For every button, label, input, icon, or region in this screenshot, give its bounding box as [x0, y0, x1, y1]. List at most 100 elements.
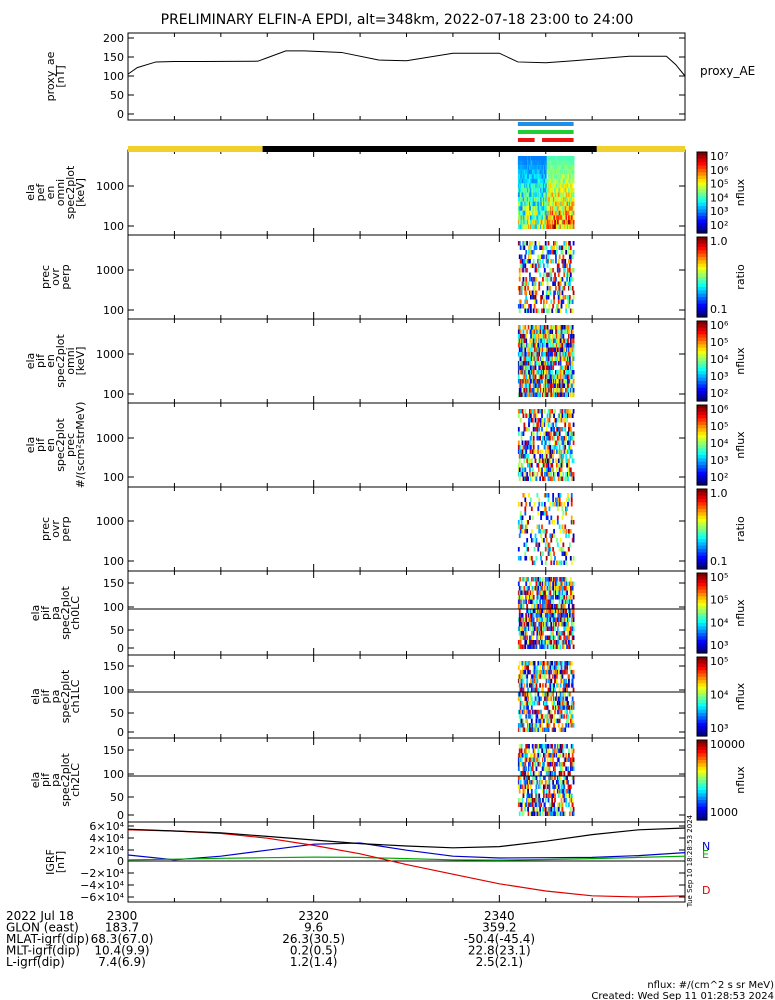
spectrogram-cell	[544, 160, 547, 166]
spectrogram-cell	[552, 793, 555, 798]
spectrogram-cell	[525, 581, 528, 586]
panel-label-line: prec	[39, 265, 52, 289]
spectrogram-cell	[547, 392, 550, 397]
spectrogram-cell	[551, 793, 554, 798]
spectrogram-cell	[520, 210, 523, 216]
colorbar-label: 10⁵	[710, 655, 728, 668]
spectrogram-cell	[535, 156, 538, 161]
spectrogram-cell	[558, 174, 561, 179]
spectrogram-cell	[569, 299, 572, 304]
spectrogram-cell	[565, 165, 568, 170]
spectrogram-cell	[529, 678, 532, 684]
spectrogram-cell	[559, 766, 562, 771]
spectrogram-cell	[568, 219, 570, 225]
spectrogram-cell	[562, 174, 565, 179]
spectrogram-cell	[529, 599, 532, 604]
igrf-legend-D: D	[702, 884, 710, 897]
spectrogram-cell	[555, 187, 557, 193]
spectrogram-cell	[522, 577, 525, 582]
spectrogram-cell	[548, 338, 551, 343]
colorbar-swatch	[697, 199, 707, 204]
colorbar-swatch	[697, 182, 707, 187]
spectrogram-cell	[545, 590, 548, 595]
spectrogram-cell	[544, 674, 547, 679]
spectrogram-cell	[542, 299, 545, 304]
spectrogram-cell	[542, 183, 545, 188]
colorbar-swatch	[697, 377, 707, 382]
spectrogram-cell	[551, 215, 554, 220]
spectrogram-cell	[543, 169, 546, 175]
spectrogram-cell	[570, 334, 573, 339]
spectrogram-cell	[543, 604, 546, 609]
spectrogram-cell	[569, 661, 572, 666]
spectrogram-cell	[565, 370, 568, 375]
spectrogram-cell	[525, 631, 528, 636]
colorbar-swatch	[697, 712, 707, 717]
spectrogram-cell	[524, 356, 527, 361]
spectrogram-cell	[548, 383, 551, 388]
spectrogram-cell	[529, 467, 531, 472]
spectrogram-cell	[520, 165, 523, 170]
spectrogram-cell	[546, 156, 549, 161]
spectrogram-cell	[551, 409, 554, 414]
spectrogram-cell	[557, 502, 560, 507]
spectrogram-cell	[554, 210, 556, 216]
spectrogram-cell	[568, 160, 571, 166]
spectrogram-cell	[523, 669, 526, 675]
spectrogram-cell	[551, 174, 554, 179]
spectrogram-cell	[531, 224, 534, 229]
xaxis-row-value: 2.5(2.1)	[476, 955, 524, 969]
spectrogram-cell	[568, 201, 570, 207]
spectrogram-cell	[557, 192, 560, 198]
spectrogram-cell	[542, 757, 544, 762]
colorbar-swatch	[697, 666, 707, 671]
spectrogram-cell	[541, 727, 543, 732]
spectrogram-cell	[542, 807, 545, 812]
spectrogram-cell	[567, 210, 569, 216]
spectrogram-cell	[529, 219, 531, 225]
spectrogram-cell	[535, 678, 538, 684]
spectrogram-cell	[522, 277, 525, 282]
state-bar-sun	[128, 146, 263, 152]
spectrogram-cell	[517, 626, 520, 631]
spectrogram-cell	[572, 687, 575, 693]
spectrogram-cell	[528, 370, 530, 375]
colorbar-swatch	[697, 535, 707, 540]
spectrogram-cell	[518, 325, 521, 330]
spectrogram-cell	[564, 281, 567, 286]
spectrogram-cell	[531, 338, 534, 343]
spectrogram-cell	[529, 476, 532, 481]
spectrogram-cell	[548, 547, 551, 552]
spectrogram-cell	[538, 215, 541, 220]
spectrogram-cell	[554, 272, 556, 277]
spectrogram-cell	[555, 581, 558, 586]
spectrogram-cell	[535, 608, 538, 613]
spectrogram-cell	[569, 165, 572, 170]
spectrogram-cell	[541, 581, 543, 586]
spectrogram-cell	[524, 165, 527, 170]
spectrogram-cell	[556, 753, 559, 758]
spectrogram-cell	[519, 383, 522, 388]
spectrogram-cell	[525, 192, 528, 198]
spectrogram-cell	[563, 626, 566, 631]
spectrogram-cell	[525, 187, 528, 193]
spectrogram-cell	[531, 418, 534, 423]
spectrogram-cell	[541, 422, 543, 427]
spectrogram-cell	[536, 370, 539, 375]
spectrogram-cell	[552, 547, 555, 552]
spectrogram-cell	[564, 687, 567, 693]
spectrogram-cell	[519, 361, 522, 366]
spectrogram-cell	[561, 617, 564, 622]
spectrogram-cell	[555, 811, 557, 816]
spectrogram-cell	[568, 241, 571, 246]
spectrogram-cell	[521, 219, 524, 225]
spectrogram-cell	[554, 165, 556, 170]
spectrogram-cell	[566, 325, 568, 330]
colorbar-swatch	[697, 185, 707, 190]
spectrogram-cell	[561, 156, 564, 161]
spectrogram-cell	[549, 551, 552, 556]
spectrogram-cell	[538, 338, 541, 343]
spectrogram-cell	[530, 538, 533, 543]
spectrogram-cell	[569, 365, 572, 370]
spectrogram-cell	[524, 789, 527, 794]
